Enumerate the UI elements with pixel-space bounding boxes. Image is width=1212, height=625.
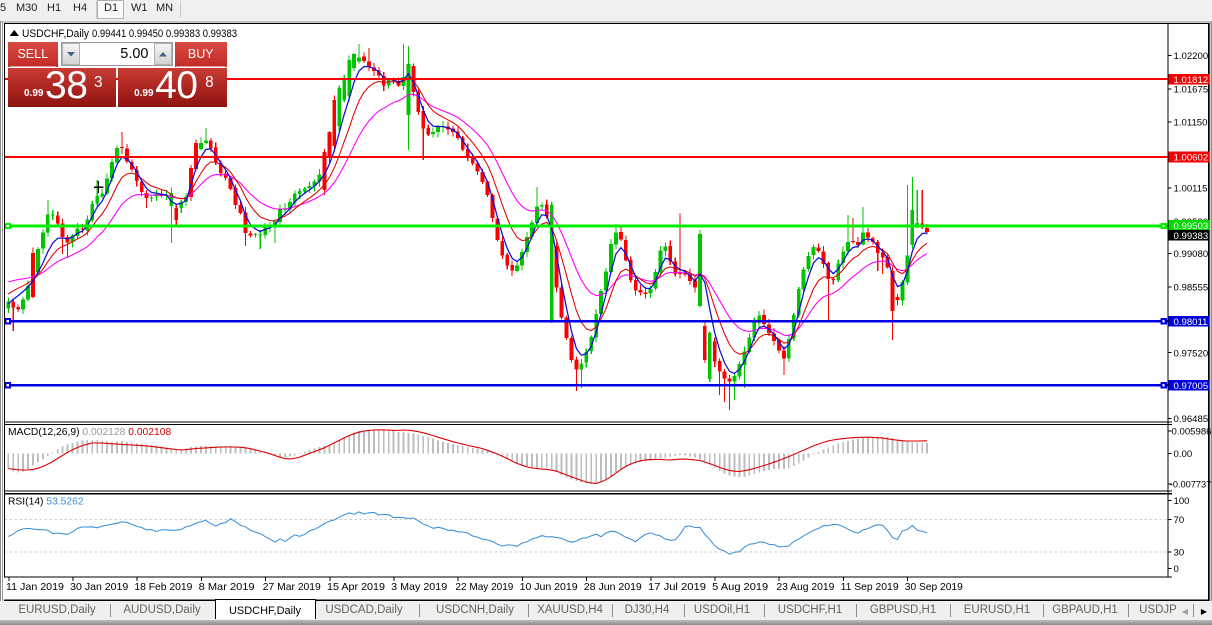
svg-text:0.98011: 0.98011 bbox=[1174, 317, 1208, 328]
svg-text:70: 70 bbox=[1174, 515, 1185, 526]
svg-text:RSI(14) 53.5262: RSI(14) 53.5262 bbox=[8, 497, 84, 508]
svg-text:30: 30 bbox=[1174, 548, 1185, 559]
svg-text:11 Jan 2019: 11 Jan 2019 bbox=[6, 582, 64, 593]
svg-text:30 Sep 2019: 30 Sep 2019 bbox=[905, 582, 963, 593]
svg-text:0.99383: 0.99383 bbox=[1174, 231, 1209, 242]
svg-text:0.99503: 0.99503 bbox=[1174, 221, 1209, 232]
svg-text:10 Jun 2019: 10 Jun 2019 bbox=[520, 582, 578, 593]
svg-text:1.02200: 1.02200 bbox=[1174, 51, 1209, 62]
svg-text:28 Jun 2019: 28 Jun 2019 bbox=[584, 582, 642, 593]
svg-text:15 Apr 2019: 15 Apr 2019 bbox=[327, 582, 385, 593]
svg-text:18 Feb 2019: 18 Feb 2019 bbox=[134, 582, 192, 593]
svg-text:USDCHF,Daily: USDCHF,Daily bbox=[22, 28, 89, 40]
svg-text:1.00115: 1.00115 bbox=[1174, 183, 1208, 194]
svg-text:11 Sep 2019: 11 Sep 2019 bbox=[841, 582, 899, 593]
svg-text:100: 100 bbox=[1174, 496, 1190, 507]
svg-text:0.99441 0.99450 0.99383 0.9938: 0.99441 0.99450 0.99383 0.99383 bbox=[92, 28, 237, 40]
svg-text:0.00: 0.00 bbox=[1174, 449, 1193, 460]
svg-text:1.01675: 1.01675 bbox=[1174, 85, 1209, 96]
svg-text:27 Mar 2019: 27 Mar 2019 bbox=[263, 582, 321, 593]
svg-text:0.97005: 0.97005 bbox=[1174, 381, 1209, 392]
svg-text:0.97520: 0.97520 bbox=[1174, 348, 1209, 359]
svg-text:22 May 2019: 22 May 2019 bbox=[455, 582, 513, 593]
svg-text:5 Aug 2019: 5 Aug 2019 bbox=[712, 582, 768, 593]
svg-text:0.005986: 0.005986 bbox=[1172, 427, 1212, 438]
svg-text:3 May 2019: 3 May 2019 bbox=[391, 582, 447, 593]
svg-text:-0.007737: -0.007737 bbox=[1170, 479, 1211, 489]
svg-text:8 Mar 2019: 8 Mar 2019 bbox=[199, 582, 255, 593]
svg-text:1.00602: 1.00602 bbox=[1174, 153, 1209, 164]
svg-text:1.01150: 1.01150 bbox=[1174, 118, 1208, 129]
svg-text:17 Jul 2019: 17 Jul 2019 bbox=[648, 582, 706, 593]
svg-text:23 Aug 2019: 23 Aug 2019 bbox=[776, 582, 834, 593]
svg-text:0.96485: 0.96485 bbox=[1174, 414, 1209, 425]
svg-text:1.01812: 1.01812 bbox=[1174, 75, 1209, 86]
svg-text:0: 0 bbox=[1174, 564, 1179, 575]
svg-text:MACD(12,26,9) 0.002128 0.00210: MACD(12,26,9) 0.002128 0.002108 bbox=[8, 427, 171, 438]
svg-text:30 Jan 2019: 30 Jan 2019 bbox=[70, 582, 128, 593]
svg-text:0.98555: 0.98555 bbox=[1174, 283, 1209, 294]
svg-text:0.99080: 0.99080 bbox=[1174, 249, 1209, 260]
